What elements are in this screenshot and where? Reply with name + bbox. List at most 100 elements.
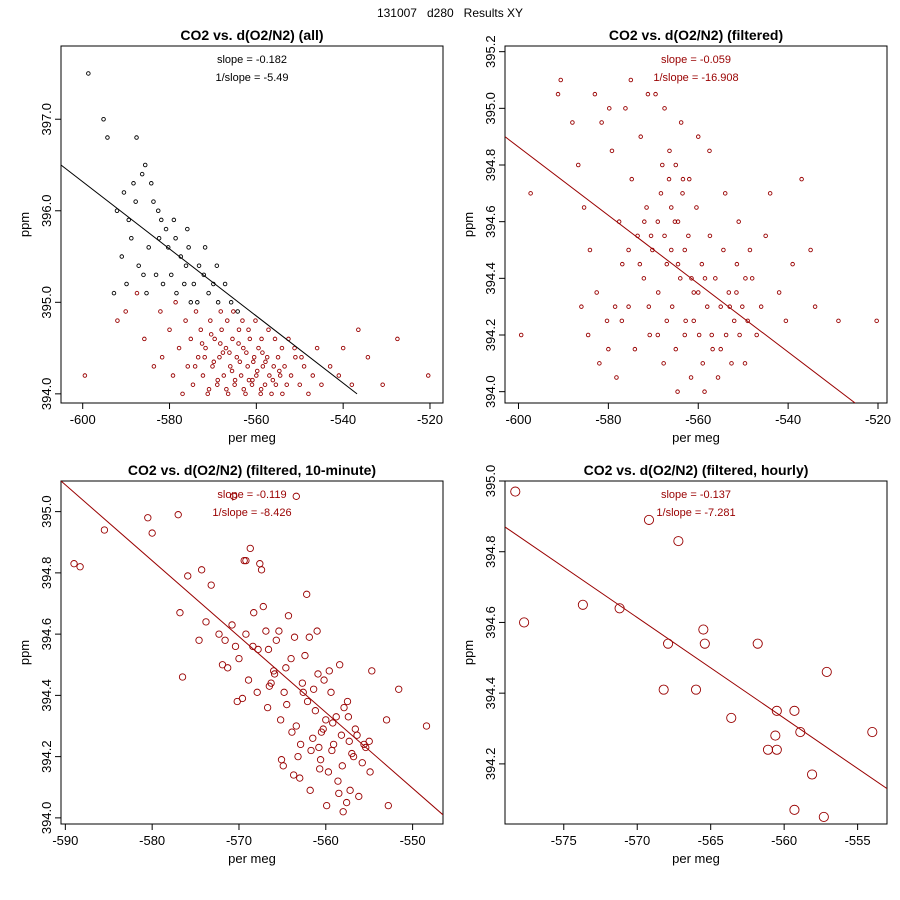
- x-tick-label: -550: [400, 833, 426, 848]
- data-point: [638, 134, 643, 139]
- data-point: [325, 667, 333, 675]
- data-points: [82, 71, 431, 397]
- data-point: [259, 602, 267, 611]
- data-point: [346, 786, 354, 794]
- x-axis-label: per meg: [228, 430, 276, 445]
- data-point: [380, 382, 385, 387]
- data-point: [673, 346, 679, 352]
- data-point: [264, 645, 273, 654]
- data-point: [742, 361, 748, 366]
- data-point: [673, 536, 684, 547]
- y-tick-label: 394.0: [39, 802, 54, 835]
- data-point: [256, 345, 261, 351]
- data-point: [619, 318, 625, 324]
- data-point: [208, 318, 213, 323]
- data-point: [329, 740, 338, 749]
- data-point: [245, 364, 250, 369]
- plot-frame: [504, 45, 888, 404]
- y-tick-label: 394.4: [39, 679, 54, 712]
- data-point: [171, 217, 177, 223]
- inverse-slope-annotation: 1/slope = -8.426: [212, 507, 291, 519]
- data-point: [156, 235, 162, 241]
- data-point: [314, 670, 322, 678]
- data-point: [675, 389, 680, 394]
- data-point: [349, 752, 358, 761]
- data-point: [292, 492, 300, 500]
- data-point: [577, 599, 588, 610]
- data-point: [193, 309, 199, 314]
- y-axis-label: ppm: [461, 212, 476, 237]
- data-point: [311, 707, 320, 715]
- data-point: [395, 336, 400, 342]
- data-point: [646, 304, 652, 309]
- data-point: [260, 364, 266, 369]
- slope-annotation: slope = -0.137: [661, 489, 731, 501]
- data-point: [141, 272, 146, 278]
- x-tick-label: -600: [70, 412, 96, 427]
- data-point: [690, 684, 702, 695]
- regression-line: [61, 481, 443, 816]
- data-point: [165, 245, 171, 250]
- data-point: [82, 373, 88, 378]
- data-point: [688, 375, 694, 380]
- data-point: [666, 176, 672, 182]
- data-point: [807, 769, 818, 780]
- data-point: [284, 382, 289, 387]
- data-point: [290, 771, 298, 779]
- data-point: [699, 638, 710, 649]
- data-point: [142, 162, 148, 168]
- data-point: [356, 327, 361, 333]
- data-point: [136, 263, 141, 268]
- data-point: [191, 281, 197, 287]
- data-point: [662, 106, 667, 111]
- data-point: [250, 377, 255, 383]
- y-axis-label: ppm: [17, 212, 32, 237]
- data-point: [629, 176, 634, 182]
- data-point: [173, 235, 178, 241]
- data-point: [315, 743, 323, 752]
- data-point: [277, 373, 283, 378]
- data-point: [159, 354, 165, 360]
- data-point: [259, 336, 264, 342]
- y-tick-label: 394.2: [483, 748, 498, 781]
- data-point: [206, 387, 212, 392]
- chart-panel-hourly: CO2 vs. d(O2/N2) (filtered, hourly) -575 -…: [461, 462, 888, 866]
- data-point: [737, 332, 742, 338]
- data-point: [702, 389, 707, 394]
- data-point: [267, 373, 272, 378]
- data-point: [202, 618, 210, 626]
- slope-annotation: slope = -0.059: [661, 54, 731, 66]
- data-point: [151, 199, 156, 204]
- x-axis-label: per meg: [228, 851, 276, 866]
- data-point: [721, 247, 726, 253]
- data-point: [230, 492, 238, 500]
- data-point: [314, 345, 320, 351]
- data-point: [626, 304, 631, 309]
- data-point: [186, 245, 191, 250]
- data-point: [174, 511, 182, 519]
- data-point: [313, 627, 321, 635]
- data-point: [297, 382, 303, 387]
- data-point: [254, 373, 259, 378]
- data-point: [647, 332, 652, 338]
- data-point: [263, 359, 268, 365]
- fit-group: [61, 164, 358, 395]
- data-point: [682, 247, 688, 253]
- data-point: [344, 713, 353, 721]
- data-point: [702, 276, 708, 281]
- data-point: [123, 309, 128, 314]
- data-point: [262, 382, 268, 387]
- data-point: [306, 391, 311, 397]
- data-point: [570, 120, 575, 125]
- data-point: [228, 364, 233, 369]
- data-point: [713, 276, 718, 281]
- data-point: [244, 676, 253, 684]
- data-point: [592, 91, 598, 97]
- data-point: [134, 135, 139, 140]
- data-point: [327, 364, 333, 369]
- data-point: [818, 811, 829, 822]
- data-point: [726, 290, 732, 295]
- data-point: [280, 391, 285, 397]
- data-point: [294, 752, 302, 761]
